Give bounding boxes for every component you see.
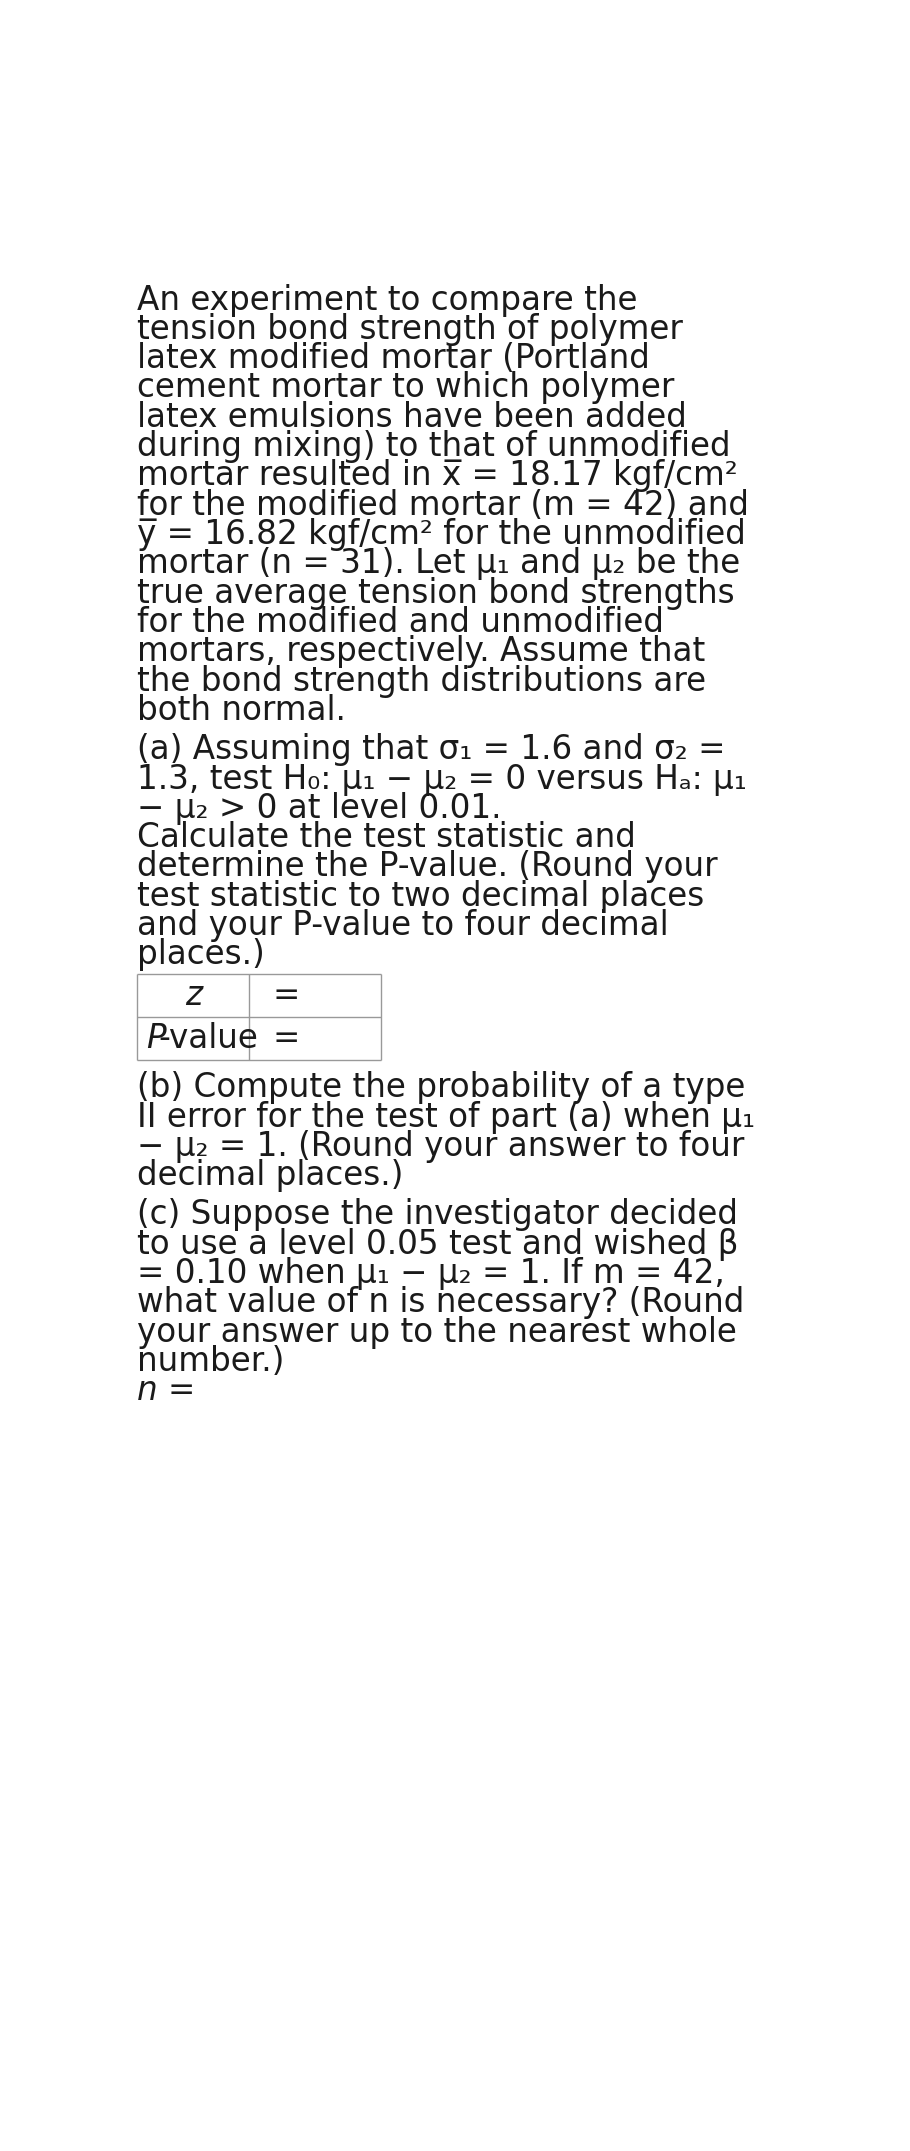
Text: − μ₂ > 0 at level 0.01.: − μ₂ > 0 at level 0.01. (137, 792, 501, 824)
Text: both normal.: both normal. (137, 695, 346, 727)
Text: z: z (185, 979, 202, 1013)
Text: decimal places.): decimal places.) (137, 1159, 403, 1192)
Text: -value: -value (158, 1022, 258, 1056)
Text: y̅ = 16.82 kgf/cm² for the unmodified: y̅ = 16.82 kgf/cm² for the unmodified (137, 518, 746, 551)
Text: what value of n is necessary? (Round: what value of n is necessary? (Round (137, 1286, 744, 1319)
Text: P: P (147, 1022, 166, 1056)
Text: latex modified mortar (Portland: latex modified mortar (Portland (137, 342, 650, 374)
Text: mortar (n = 31). Let μ₁ and μ₂ be the: mortar (n = 31). Let μ₁ and μ₂ be the (137, 546, 740, 581)
Text: places.): places.) (137, 938, 265, 972)
Text: (c) Suppose the investigator decided: (c) Suppose the investigator decided (137, 1198, 738, 1230)
Text: (b) Compute the probability of a type: (b) Compute the probability of a type (137, 1071, 745, 1103)
Text: =: = (273, 1022, 300, 1056)
Text: true average tension bond strengths: true average tension bond strengths (137, 576, 734, 609)
Text: − μ₂ = 1. (Round your answer to four: − μ₂ = 1. (Round your answer to four (137, 1129, 744, 1164)
Text: test statistic to two decimal places: test statistic to two decimal places (137, 880, 704, 912)
Text: for the modified and unmodified: for the modified and unmodified (137, 607, 664, 639)
Text: An experiment to compare the: An experiment to compare the (137, 284, 638, 316)
Text: II error for the test of part (a) when μ₁: II error for the test of part (a) when μ… (137, 1101, 755, 1134)
Text: the bond strength distributions are: the bond strength distributions are (137, 665, 706, 697)
Text: cement mortar to which polymer: cement mortar to which polymer (137, 372, 674, 404)
Text: your answer up to the nearest whole: your answer up to the nearest whole (137, 1316, 737, 1349)
Text: determine the P-value. (Round your: determine the P-value. (Round your (137, 850, 718, 884)
Text: mortars, respectively. Assume that: mortars, respectively. Assume that (137, 635, 705, 669)
Text: (a) Assuming that σ₁ = 1.6 and σ₂ =: (a) Assuming that σ₁ = 1.6 and σ₂ = (137, 733, 725, 766)
Text: number.): number.) (137, 1344, 284, 1379)
Text: =: = (273, 979, 300, 1013)
Text: 1.3, test H₀: μ₁ − μ₂ = 0 versus Hₐ: μ₁: 1.3, test H₀: μ₁ − μ₂ = 0 versus Hₐ: μ₁ (137, 761, 747, 796)
Text: and your P-value to four decimal: and your P-value to four decimal (137, 910, 669, 942)
Text: during mixing) to that of unmodified: during mixing) to that of unmodified (137, 430, 731, 462)
Text: mortar resulted in x̅ = 18.17 kgf/cm²: mortar resulted in x̅ = 18.17 kgf/cm² (137, 460, 738, 493)
Text: Calculate the test statistic and: Calculate the test statistic and (137, 822, 636, 854)
Text: for the modified mortar (m = 42) and: for the modified mortar (m = 42) and (137, 488, 749, 523)
Text: = 0.10 when μ₁ − μ₂ = 1. If m = 42,: = 0.10 when μ₁ − μ₂ = 1. If m = 42, (137, 1256, 725, 1291)
Text: tension bond strength of polymer: tension bond strength of polymer (137, 312, 682, 346)
Text: latex emulsions have been added: latex emulsions have been added (137, 400, 687, 435)
Text: to use a level 0.05 test and wished β: to use a level 0.05 test and wished β (137, 1228, 739, 1260)
Text: n =: n = (137, 1374, 196, 1407)
